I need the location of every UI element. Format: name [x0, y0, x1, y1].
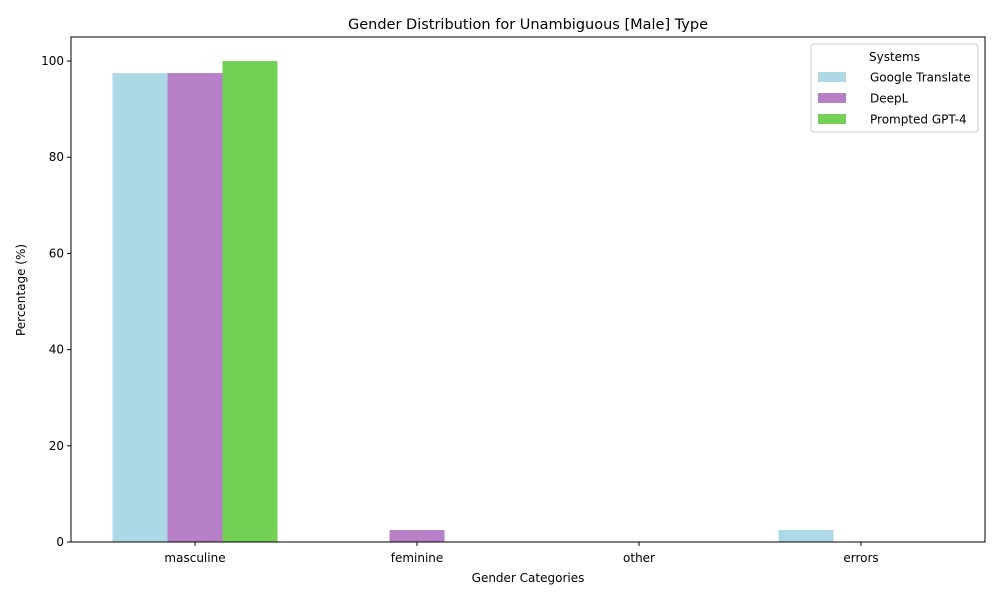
legend-swatch	[818, 93, 846, 103]
bar-google-translate-masculine	[112, 73, 168, 543]
x-axis-label: Gender Categories	[472, 571, 585, 585]
bar-deepl-masculine	[167, 73, 223, 543]
y-axis-label: Percentage (%)	[14, 244, 28, 336]
legend-entry-label: Prompted GPT-4	[870, 113, 967, 127]
x-axis: masculine feminine other errors	[164, 542, 879, 565]
x-tick-label-feminine: feminine	[391, 551, 444, 565]
x-tick-label-masculine: masculine	[164, 551, 225, 565]
bar-deepl-feminine	[389, 529, 445, 542]
bar-prompted-gpt-4-masculine	[222, 61, 278, 543]
bar-google-translate-errors	[778, 529, 834, 542]
legend-entry-label: Google Translate	[870, 71, 971, 85]
legend-entry-label: DeepL	[870, 92, 909, 106]
legend-swatch	[818, 114, 846, 124]
y-tick-label: 0	[56, 535, 64, 549]
legend-box	[810, 43, 979, 133]
plot-frame	[70, 36, 986, 543]
legend: Systems Google Translate DeepL Prompted GPT…	[810, 43, 979, 133]
x-tick-label-other: other	[623, 551, 655, 565]
x-tick-label-errors: errors	[843, 551, 878, 565]
y-tick-label: 80	[49, 150, 64, 164]
legend-swatch	[818, 72, 846, 82]
y-tick-label: 100	[41, 54, 64, 68]
y-tick-label: 40	[49, 343, 64, 357]
bars-group	[112, 61, 834, 543]
legend-title: Systems	[869, 50, 920, 64]
chart-title: Gender Distribution for Unambiguous [Mal…	[348, 17, 708, 33]
y-tick-label: 60	[49, 246, 64, 260]
y-tick-label: 20	[49, 439, 64, 453]
y-axis: 0 20 40 60 80 100	[41, 54, 71, 549]
